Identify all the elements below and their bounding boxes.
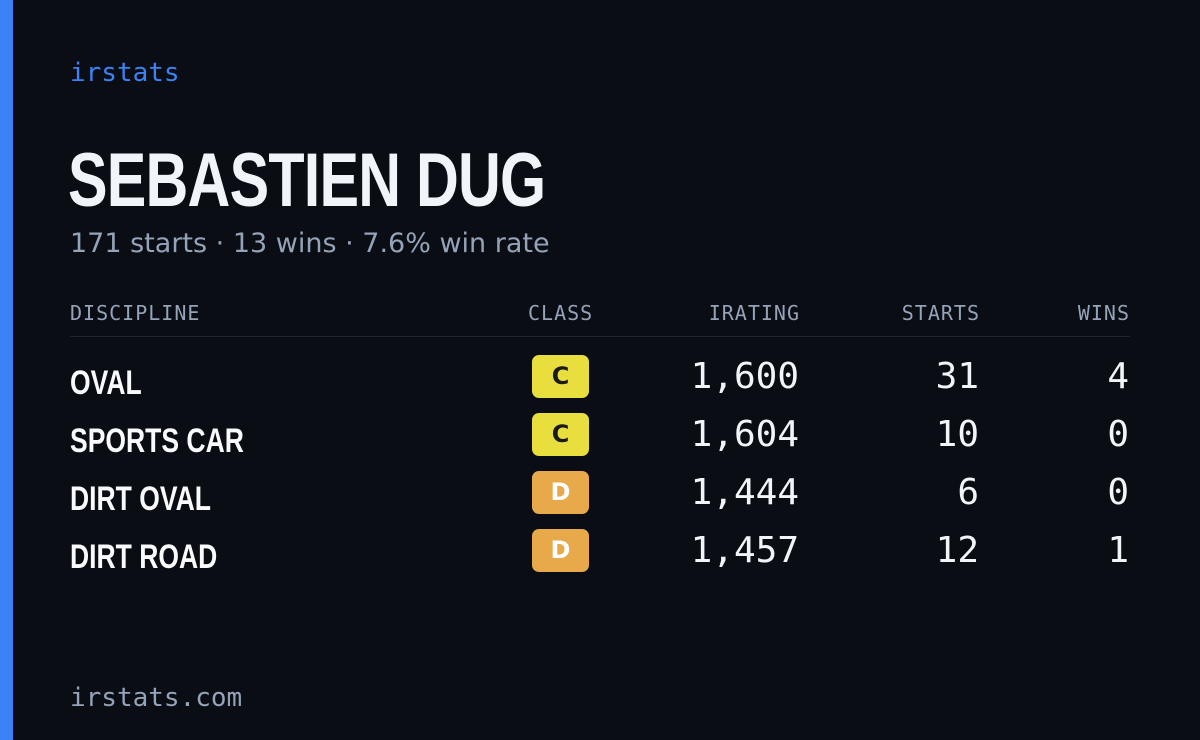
starts-value: 10 — [935, 414, 979, 455]
irating-value: 1,444 — [690, 472, 799, 513]
wins-value: 0 — [1107, 414, 1129, 455]
brand-logo: irstats — [70, 58, 180, 88]
starts-value: 12 — [935, 530, 979, 571]
irating-value: 1,600 — [690, 356, 799, 397]
discipline-name: OVAL — [70, 364, 142, 402]
driver-name: SEBASTIEN DUG — [68, 138, 546, 223]
table-row: SPORTS CAR C 1,604 10 0 — [70, 411, 1130, 469]
header-class: CLASS — [528, 301, 594, 325]
discipline-stats-table: DISCIPLINE CLASS IRATING STARTS WINS OVA… — [70, 296, 1130, 585]
starts-value: 6 — [957, 472, 979, 513]
discipline-name: DIRT OVAL — [70, 480, 211, 518]
license-class-badge: C — [532, 413, 589, 456]
discipline-name: SPORTS CAR — [70, 422, 244, 460]
table-row: DIRT ROAD D 1,457 12 1 — [70, 527, 1130, 585]
table-row: OVAL C 1,600 31 4 — [70, 353, 1130, 411]
header-wins: WINS — [1077, 301, 1130, 325]
accent-bar — [0, 0, 13, 740]
header-discipline: DISCIPLINE — [70, 301, 201, 325]
license-class-badge: D — [532, 471, 589, 514]
driver-summary: 171 starts · 13 wins · 7.6% win rate — [70, 228, 550, 259]
license-class-badge: D — [532, 529, 589, 572]
wins-value: 1 — [1107, 530, 1129, 571]
irating-value: 1,457 — [690, 530, 799, 571]
table-row: DIRT OVAL D 1,444 6 0 — [70, 469, 1130, 527]
header-starts: STARTS — [901, 301, 980, 325]
header-irating: IRATING — [708, 301, 800, 325]
wins-value: 0 — [1107, 472, 1129, 513]
table-body: OVAL C 1,600 31 4 SPORTS CAR C 1,604 10 … — [70, 337, 1130, 585]
wins-value: 4 — [1107, 356, 1129, 397]
starts-value: 31 — [935, 356, 979, 397]
license-class-badge: C — [532, 355, 589, 398]
table-header: DISCIPLINE CLASS IRATING STARTS WINS — [70, 296, 1130, 337]
irating-value: 1,604 — [690, 414, 799, 455]
discipline-name: DIRT ROAD — [70, 538, 218, 576]
footer-site-url: irstats.com — [70, 683, 243, 713]
